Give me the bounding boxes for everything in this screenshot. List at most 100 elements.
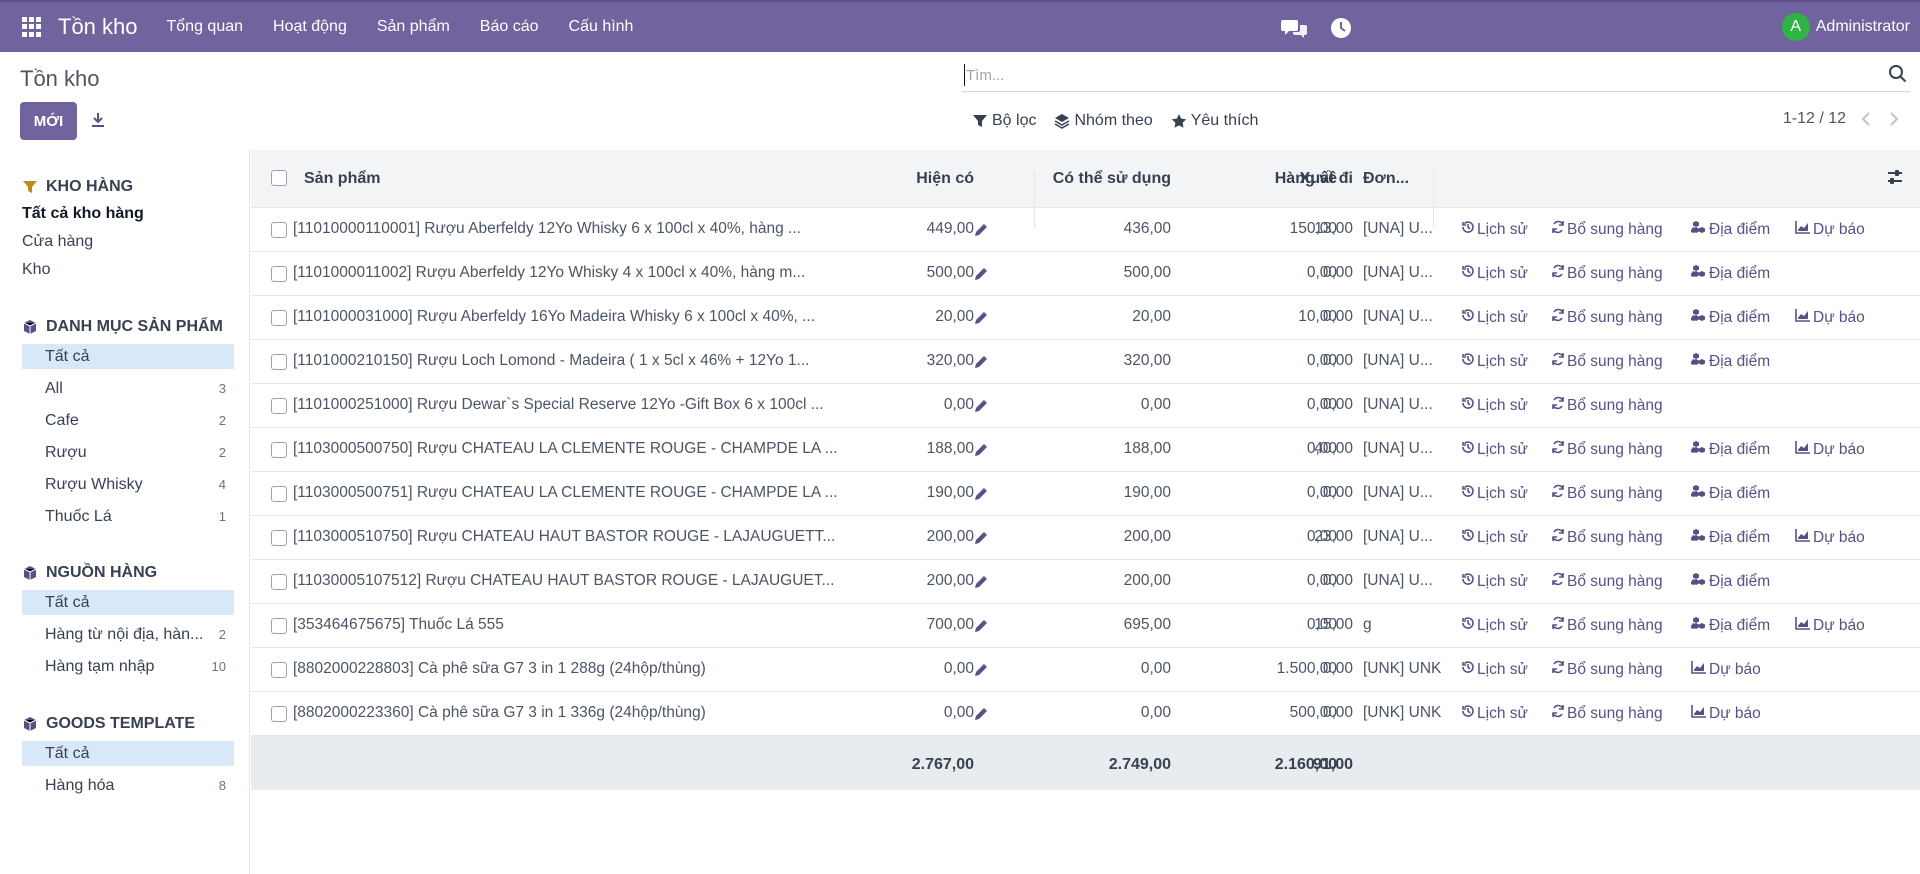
forecast-button[interactable]: Dự báo <box>1795 440 1865 459</box>
history-button[interactable]: Lịch sử <box>1461 484 1528 503</box>
location-button[interactable]: Địa điểm <box>1690 264 1770 283</box>
table-row[interactable]: [353464675675] Thuốc Lá 555 700,00 695,00 0… <box>251 604 1920 648</box>
location-button[interactable]: Địa điểm <box>1690 484 1770 503</box>
source-item-domestic[interactable]: Hàng từ nội địa, hàn... 2 <box>22 619 234 651</box>
forecast-button[interactable]: Dự báo <box>1795 528 1865 547</box>
category-item-whisky[interactable]: Rượu Whisky 4 <box>22 469 234 501</box>
forecast-button[interactable]: Dự báo <box>1795 220 1865 239</box>
chevron-right-icon[interactable] <box>1886 108 1902 130</box>
menu-item-configuration[interactable]: Cấu hình <box>568 18 634 35</box>
category-item-all-products[interactable]: All 3 <box>22 373 234 405</box>
history-button[interactable]: Lịch sử <box>1461 396 1528 415</box>
header-available[interactable]: Có thể sử dụng <box>1052 170 1171 187</box>
location-button[interactable]: Địa điểm <box>1690 616 1770 635</box>
history-button[interactable]: Lịch sử <box>1461 528 1528 547</box>
optional-columns-icon[interactable] <box>1886 168 1904 191</box>
new-button[interactable]: MỚI <box>20 102 77 140</box>
chevron-left-icon[interactable] <box>1858 108 1874 130</box>
forecast-button[interactable]: Dự báo <box>1691 704 1761 723</box>
edit-pencil-icon[interactable] <box>973 310 989 331</box>
history-button[interactable]: Lịch sử <box>1461 440 1528 459</box>
row-checkbox[interactable] <box>271 618 287 634</box>
location-button[interactable]: Địa điểm <box>1690 308 1770 327</box>
replenish-button[interactable]: Bổ sung hàng <box>1551 396 1663 415</box>
cell-product[interactable]: [8802000223360] Cà phê sữa G7 3 in 1 336… <box>293 704 706 721</box>
search-input[interactable] <box>962 60 1862 90</box>
edit-pencil-icon[interactable] <box>973 398 989 419</box>
pager-value[interactable]: 1-12 / 12 <box>1782 110 1846 127</box>
location-button[interactable]: Địa điểm <box>1690 440 1770 459</box>
replenish-button[interactable]: Bổ sung hàng <box>1551 352 1663 371</box>
history-button[interactable]: Lịch sử <box>1461 660 1528 679</box>
replenish-button[interactable]: Bổ sung hàng <box>1551 440 1663 459</box>
category-item-wine[interactable]: Rượu 2 <box>22 437 234 469</box>
replenish-button[interactable]: Bổ sung hàng <box>1551 572 1663 591</box>
table-row[interactable]: [11010000110001] Rượu Aberfeldy 12Yo Whi… <box>251 208 1920 252</box>
edit-pencil-icon[interactable] <box>973 662 989 683</box>
edit-pencil-icon[interactable] <box>973 442 989 463</box>
favorites-button[interactable]: Yêu thích <box>1171 112 1258 130</box>
warehouse-item-store[interactable]: Cửa hàng <box>22 233 94 250</box>
replenish-button[interactable]: Bổ sung hàng <box>1551 704 1663 723</box>
row-checkbox[interactable] <box>271 662 287 678</box>
table-row[interactable]: [1103000510750] Rượu CHATEAU HAUT BASTOR… <box>251 516 1920 560</box>
download-icon[interactable] <box>86 108 110 132</box>
cell-product[interactable]: [11030005107512] Rượu CHATEAU HAUT BASTO… <box>293 572 835 589</box>
replenish-button[interactable]: Bổ sung hàng <box>1551 528 1663 547</box>
edit-pencil-icon[interactable] <box>973 530 989 551</box>
edit-pencil-icon[interactable] <box>973 222 989 243</box>
table-row[interactable]: [1101000210150] Rượu Loch Lomond - Madei… <box>251 340 1920 384</box>
row-checkbox[interactable] <box>271 310 287 326</box>
search-icon[interactable] <box>1888 64 1910 86</box>
apps-grid-icon[interactable] <box>22 17 42 37</box>
forecast-button[interactable]: Dự báo <box>1795 308 1865 327</box>
row-checkbox[interactable] <box>271 222 287 238</box>
source-item-temporary-import[interactable]: Hàng tạm nhập 10 <box>22 651 234 683</box>
cell-product[interactable]: [1103000510750] Rượu CHATEAU HAUT BASTOR… <box>293 528 836 545</box>
edit-pencil-icon[interactable] <box>973 266 989 287</box>
cell-product[interactable]: [11010000110001] Rượu Aberfeldy 12Yo Whi… <box>293 220 801 237</box>
row-checkbox[interactable] <box>271 706 287 722</box>
app-name[interactable]: Tồn kho <box>58 14 138 39</box>
replenish-button[interactable]: Bổ sung hàng <box>1551 220 1663 239</box>
header-product[interactable]: Sản phẩm <box>304 170 381 187</box>
row-checkbox[interactable] <box>271 574 287 590</box>
warehouse-item-stock[interactable]: Kho <box>22 261 51 278</box>
table-row[interactable]: [1101000011002] Rượu Aberfeldy 12Yo Whis… <box>251 252 1920 296</box>
menu-item-overview[interactable]: Tổng quan <box>166 18 244 35</box>
row-checkbox[interactable] <box>271 398 287 414</box>
cell-product[interactable]: [1101000251000] Rượu Dewar`s Special Res… <box>293 396 824 413</box>
table-row[interactable]: [8802000228803] Cà phê sữa G7 3 in 1 288… <box>251 648 1920 692</box>
history-button[interactable]: Lịch sử <box>1461 264 1528 283</box>
category-item-tobacco[interactable]: Thuốc Lá 1 <box>22 501 234 533</box>
cell-product[interactable]: [8802000228803] Cà phê sữa G7 3 in 1 288… <box>293 660 706 677</box>
cell-product[interactable]: [353464675675] Thuốc Lá 555 <box>293 616 504 633</box>
edit-pencil-icon[interactable] <box>973 354 989 375</box>
menu-item-reports[interactable]: Báo cáo <box>479 18 539 35</box>
header-incoming[interactable]: Hàng về <box>1274 170 1337 187</box>
user-name[interactable]: Administrator <box>1815 18 1910 35</box>
row-checkbox[interactable] <box>271 266 287 282</box>
template-item-goods[interactable]: Hàng hóa 8 <box>22 770 234 802</box>
replenish-button[interactable]: Bổ sung hàng <box>1551 660 1663 679</box>
replenish-button[interactable]: Bổ sung hàng <box>1551 264 1663 283</box>
activity-clock-icon[interactable] <box>1327 14 1355 42</box>
row-checkbox[interactable] <box>271 486 287 502</box>
table-row[interactable]: [1103000500750] Rượu CHATEAU LA CLEMENTE… <box>251 428 1920 472</box>
category-item-all[interactable]: Tất cả <box>22 344 234 369</box>
table-row[interactable]: [1101000031000] Rượu Aberfeldy 16Yo Made… <box>251 296 1920 340</box>
header-uom[interactable]: Đơn... <box>1363 170 1410 187</box>
cell-product[interactable]: [1103000500751] Rượu CHATEAU LA CLEMENTE… <box>293 484 838 501</box>
header-outgoing[interactable]: Xuất đi <box>1299 170 1353 187</box>
header-on-hand[interactable]: Hiện có <box>916 170 974 187</box>
cell-product[interactable]: [1103000500750] Rượu CHATEAU LA CLEMENTE… <box>293 440 838 457</box>
cell-product[interactable]: [1101000011002] Rượu Aberfeldy 12Yo Whis… <box>293 264 806 281</box>
replenish-button[interactable]: Bổ sung hàng <box>1551 308 1663 327</box>
avatar[interactable]: A <box>1781 13 1810 41</box>
location-button[interactable]: Địa điểm <box>1690 220 1770 239</box>
source-item-all[interactable]: Tất cả <box>22 590 234 615</box>
menu-item-products[interactable]: Sản phẩm <box>376 18 450 35</box>
edit-pencil-icon[interactable] <box>973 706 989 727</box>
group-by-button[interactable]: Nhóm theo <box>1054 112 1153 130</box>
history-button[interactable]: Lịch sử <box>1461 308 1528 327</box>
